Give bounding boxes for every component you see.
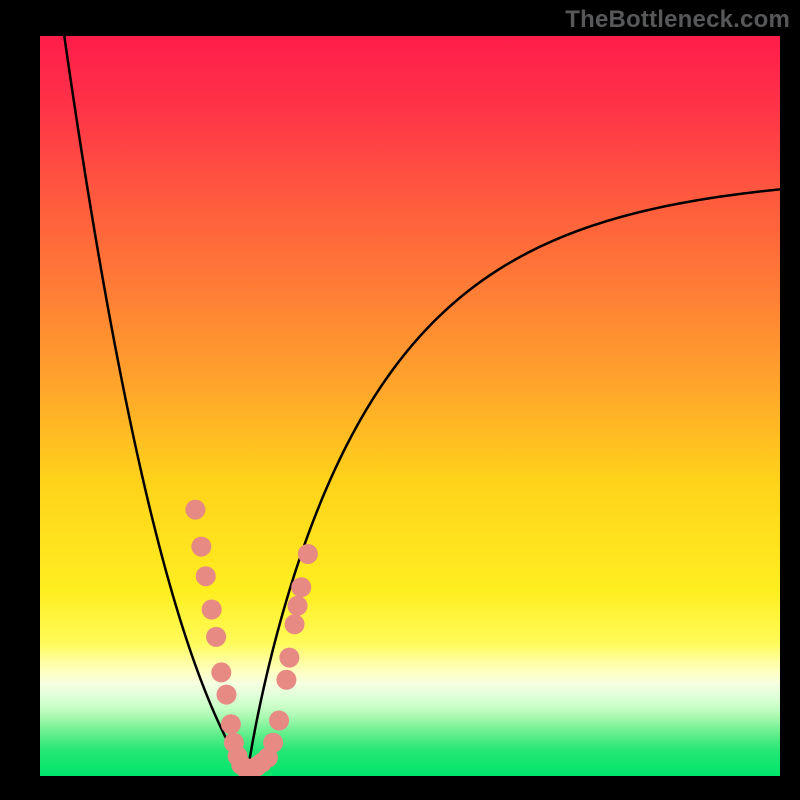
chart-svg: [0, 0, 800, 800]
data-marker: [206, 627, 226, 647]
data-marker: [185, 500, 205, 520]
bottleneck-chart: TheBottleneck.com: [0, 0, 800, 800]
data-marker: [276, 670, 296, 690]
data-marker: [221, 714, 241, 734]
data-marker: [291, 577, 311, 597]
data-marker: [285, 614, 305, 634]
data-marker: [263, 733, 283, 753]
data-marker: [202, 600, 222, 620]
data-marker: [288, 596, 308, 616]
gradient-plot-area: [40, 36, 780, 776]
data-marker: [298, 544, 318, 564]
data-marker: [279, 648, 299, 668]
data-marker: [211, 662, 231, 682]
data-marker: [216, 685, 236, 705]
watermark-label: TheBottleneck.com: [565, 6, 790, 34]
data-marker: [191, 537, 211, 557]
data-marker: [196, 566, 216, 586]
data-marker: [269, 711, 289, 731]
